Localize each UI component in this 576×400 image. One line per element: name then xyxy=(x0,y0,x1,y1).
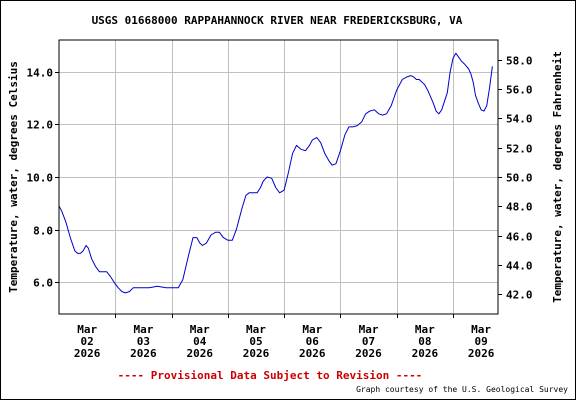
y-tick-label-left: 6.0 xyxy=(33,277,53,290)
series-layer xyxy=(58,52,493,294)
x-tick-label-year: 2026 xyxy=(130,347,157,360)
x-tick-label-year: 2026 xyxy=(243,347,270,360)
x-tick-label-month: Mar xyxy=(133,323,153,336)
x-tick-label-day: 06 xyxy=(306,335,320,348)
x-tick-label-month: Mar xyxy=(415,323,435,336)
x-tick-label-day: 07 xyxy=(362,335,375,348)
credit-text: Graph courtesy of the U.S. Geological Su… xyxy=(356,385,568,394)
y-tick-label-right: 52.0 xyxy=(506,143,533,156)
y-tick-label-right: 54.0 xyxy=(506,113,533,126)
y-tick-label-left: 14.0 xyxy=(27,67,54,80)
x-tick-label-month: Mar xyxy=(246,323,266,336)
y-tick-label-left: 10.0 xyxy=(27,172,54,185)
y-axis-right: 42.0 44.0 46.0 48.0 50.0 52.0 54.0 56.0 58.0 xyxy=(498,55,533,302)
y-tick-label-right: 42.0 xyxy=(506,289,533,302)
y-tick-label-right: 46.0 xyxy=(506,231,533,244)
provisional-notice: ---- Provisional Data Subject to Revisio… xyxy=(118,369,423,382)
x-tick-label-month: Mar xyxy=(77,323,97,336)
y-tick-label-right: 44.0 xyxy=(506,260,533,273)
x-tick-label-year: 2026 xyxy=(299,347,326,360)
y-axis-left: 6.0 8.0 10.0 12.0 14.0 xyxy=(27,67,59,290)
y-tick-label-left: 12.0 xyxy=(27,119,54,132)
x-tick-label-day: 09 xyxy=(474,335,487,348)
x-tick-label-day: 02 xyxy=(81,335,94,348)
x-tick-label-year: 2026 xyxy=(468,347,495,360)
y-tick-label-right: 58.0 xyxy=(506,55,533,68)
x-tick-label-month: Mar xyxy=(471,323,491,336)
x-tick-label-year: 2026 xyxy=(74,347,101,360)
y-axis-label-left: Temperature, water, degrees Celsius xyxy=(7,61,20,293)
x-tick-label-day: 03 xyxy=(137,335,150,348)
x-tick-label-month: Mar xyxy=(302,323,322,336)
y-tick-label-right: 48.0 xyxy=(506,201,533,214)
grid-lines xyxy=(59,40,498,314)
x-tick-label-month: Mar xyxy=(359,323,379,336)
x-tick-label-month: Mar xyxy=(190,323,210,336)
x-tick-label-day: 05 xyxy=(249,335,262,348)
chart-title: USGS 01668000 RAPPAHANNOCK RIVER NEAR FR… xyxy=(92,14,463,27)
y-tick-label-right: 56.0 xyxy=(506,84,533,97)
temperature-series-line xyxy=(58,52,493,294)
x-tick-label-day: 04 xyxy=(193,335,207,348)
x-tick-label-year: 2026 xyxy=(355,347,382,360)
x-axis: Mar022026Mar032026Mar042026Mar052026Mar0… xyxy=(74,314,495,360)
y-axis-label-right: Temperature, water, degrees Fahrenheit xyxy=(551,51,564,303)
x-tick-label-day: 08 xyxy=(418,335,431,348)
y-tick-label-right: 50.0 xyxy=(506,172,533,185)
y-tick-label-left: 8.0 xyxy=(33,225,53,238)
x-tick-label-year: 2026 xyxy=(412,347,439,360)
x-tick-label-year: 2026 xyxy=(186,347,213,360)
